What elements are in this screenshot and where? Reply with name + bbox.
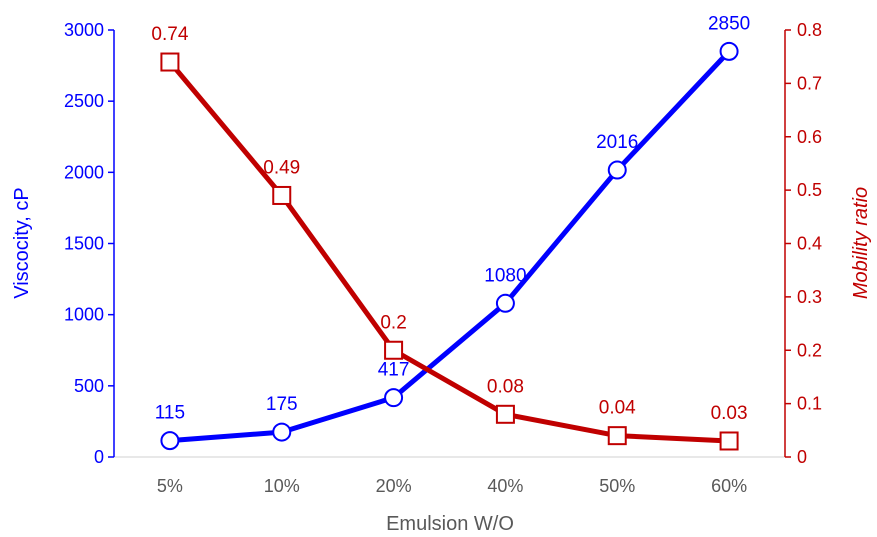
y-right-tick-label: 0.2: [797, 340, 822, 360]
mobility-ratio-point: [272, 185, 292, 205]
y-left-tick-label: 0: [94, 447, 104, 467]
y-left-axis-title: Viscocity, cP: [11, 187, 33, 299]
y-left-tick-label: 1500: [64, 234, 104, 254]
viscosity-data-label: 417: [378, 360, 410, 381]
y-right-tick-label: 0.4: [797, 234, 822, 254]
mobility-ratio-series-line: [168, 60, 730, 444]
viscosity-data-label: 1080: [484, 265, 526, 286]
y-left-tick-label: 2000: [64, 162, 104, 182]
viscosity-point: [160, 431, 180, 451]
x-tick-label: 50%: [599, 476, 635, 496]
mobility-ratio-data-label: 0.2: [380, 312, 406, 333]
mobility-ratio-point: [719, 431, 739, 451]
viscosity-point: [272, 422, 292, 442]
mobility-ratio-point: [160, 52, 180, 72]
x-tick-label: 10%: [264, 476, 300, 496]
viscosity-data-label: 2016: [596, 132, 638, 153]
viscosity-point: [719, 41, 739, 61]
y-right-axis-title: Mobility ratio: [850, 187, 872, 299]
y-right-tick-label: 0.6: [797, 127, 822, 147]
viscosity-series-line: [169, 49, 731, 444]
axes-layer: 0 500 1000 1500 2000 2500 3000 0 0.1 0.2 0.3 0.4 0.5…: [64, 20, 822, 496]
labels-layer: 115 175 417 1080 2016 2850 0.74 0.49 0.2 0.08 0.04…: [151, 13, 750, 424]
mobility-ratio-data-label: 0.03: [711, 403, 748, 424]
mobility-ratio-data-label: 0.04: [599, 398, 636, 419]
viscosity-point: [495, 293, 515, 313]
y-left-tick-label: 2500: [64, 91, 104, 111]
viscosity-point: [384, 388, 404, 408]
y-right-tick-label: 0: [797, 447, 807, 467]
x-tick-label: 20%: [376, 476, 412, 496]
y-left-tick-label: 500: [74, 376, 104, 396]
y-right-tick-label: 0.3: [797, 287, 822, 307]
y-right-tick-label: 0.5: [797, 180, 822, 200]
viscosity-point: [607, 160, 627, 180]
x-axis-title: Emulsion W/O: [386, 513, 514, 535]
viscosity-data-label: 175: [266, 394, 298, 415]
viscosity-data-label: 115: [155, 403, 185, 424]
mobility-ratio-point: [607, 426, 627, 446]
x-tick-label: 5%: [157, 476, 183, 496]
viscosity-data-label: 2850: [708, 13, 750, 34]
mobility-ratio-point: [384, 340, 404, 360]
mobility-ratio-point: [495, 404, 515, 424]
y-right-tick-label: 0.8: [797, 20, 822, 40]
series-layer: [160, 41, 739, 451]
y-left-tick-label: 3000: [64, 20, 104, 40]
mobility-ratio-data-label: 0.08: [487, 376, 524, 397]
y-left-tick-label: 1000: [64, 305, 104, 325]
x-tick-label: 60%: [711, 476, 747, 496]
x-tick-label: 40%: [487, 476, 523, 496]
y-right-tick-label: 0.1: [797, 394, 822, 414]
mobility-ratio-data-label: 0.49: [263, 157, 300, 178]
y-right-tick-label: 0.7: [797, 73, 822, 93]
mobility-ratio-data-label: 0.74: [151, 24, 188, 45]
